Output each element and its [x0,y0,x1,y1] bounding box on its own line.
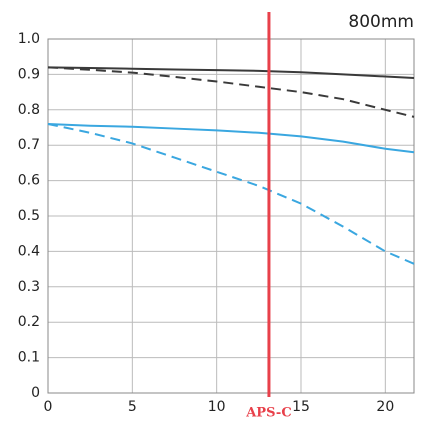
line [47,66,415,79]
marker-label: APS-C [245,406,291,421]
line [47,122,415,265]
y-tick-label: 0 [31,385,40,401]
y-tick-label: 0.9 [18,66,40,82]
y-tick-label: 0.1 [18,350,40,366]
x-tick-label: 15 [292,399,310,415]
y-tick-label: 0.7 [18,137,40,153]
y-tick-label: 0.2 [18,314,40,330]
y-tick-label: 0.6 [18,173,40,189]
x-tick-label: 10 [208,399,226,415]
y-tick-label: 0.8 [18,102,40,118]
plot-frame [47,38,415,394]
x-tick-label: 0 [44,399,53,415]
y-tick-label: 0.4 [18,243,40,259]
chart-title: 800mm [348,12,414,32]
line [47,122,415,154]
y-tick-label: 0.3 [18,279,40,295]
x-tick-label: 5 [128,399,137,415]
y-tick-label: 1.0 [18,31,40,47]
x-tick-label: 20 [376,399,394,415]
y-tick-label: 0.5 [18,208,40,224]
